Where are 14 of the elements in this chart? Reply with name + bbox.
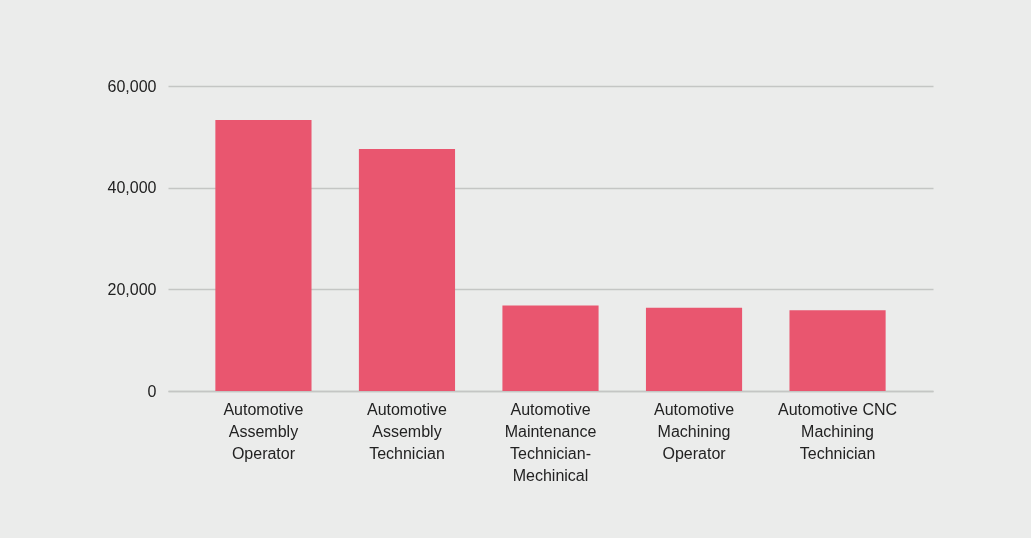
y-tick-label: 40,000	[107, 179, 157, 197]
y-tick-label: 60,000	[107, 77, 157, 95]
y-tick-label: 0	[147, 382, 157, 400]
x-tick-label: Automotive Assembly Operator	[223, 400, 304, 462]
bar	[789, 310, 886, 391]
bar	[645, 307, 743, 391]
y-tick-label: 20,000	[107, 280, 157, 298]
x-tick-label: Automotive Maintenance Technician-Mechinical	[504, 400, 597, 484]
bar	[502, 305, 599, 391]
bar	[215, 120, 312, 391]
x-tick-label: Automotive Machining Operator	[654, 400, 735, 462]
x-tick-label: Automotive CNC Machining Technician	[777, 400, 898, 462]
x-tick-label: Automotive Assembly Technician	[366, 400, 448, 462]
bar	[358, 149, 456, 391]
